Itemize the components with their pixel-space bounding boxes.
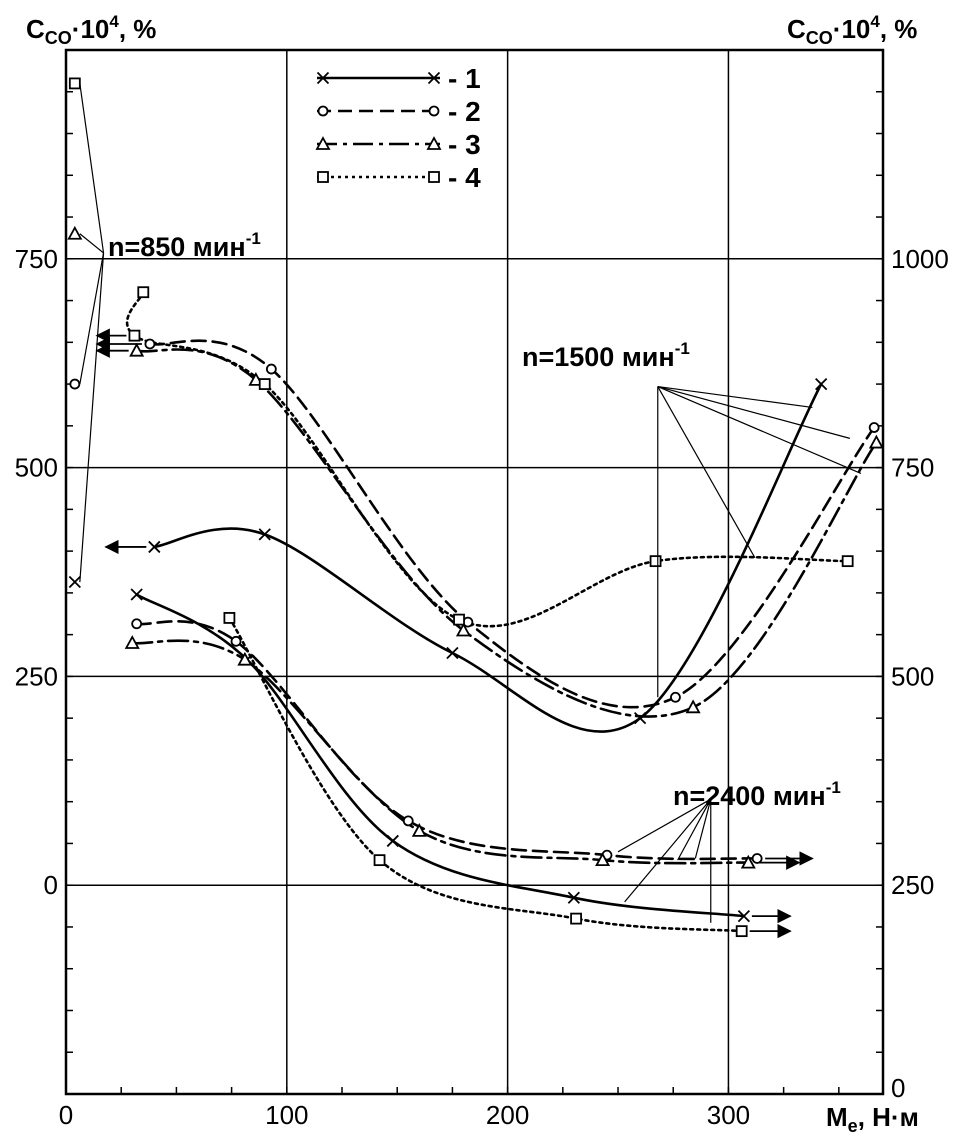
legend-label-2: - 2 [448, 96, 481, 127]
marker-n2400-series-1 [130, 588, 143, 601]
y-left-tick-label: 750 [15, 244, 58, 274]
curve-n1500-series-1 [153, 382, 823, 733]
x-tick-label: 200 [486, 1100, 529, 1130]
marker-n850-series-3 [67, 225, 83, 240]
legend-marker-start-1 [316, 71, 330, 85]
leader-n850 [79, 252, 105, 583]
marker-n2400-series-3 [411, 823, 427, 837]
curve-n2400-series-2 [135, 620, 759, 861]
leader-n1500 [657, 386, 756, 559]
curve-n1500-series-4 [125, 290, 849, 628]
legend-marker-end-4 [428, 171, 440, 183]
marker-n1500-series-1 [446, 646, 459, 660]
y-right-tick-label: 500 [891, 661, 934, 691]
marker-n2400-series-2 [751, 853, 763, 864]
legend-label-3: - 3 [448, 129, 481, 160]
marker-n2400-series-2 [131, 618, 143, 630]
y-left-tick-label: 500 [15, 453, 58, 483]
y-right-tick-label: 750 [891, 453, 934, 483]
leader-n1500 [657, 386, 851, 439]
marker-n2400-series-4 [223, 612, 236, 624]
marker-n2400-series-1 [567, 891, 581, 904]
x-tick-label: 100 [265, 1100, 308, 1130]
legend-marker-start-4 [317, 171, 329, 183]
axis-ticks [66, 91, 883, 1094]
legend-marker-end-2 [428, 105, 440, 117]
y-left-tick-label: 0 [44, 870, 58, 900]
curve-n2400-series-4 [228, 616, 743, 933]
legend-marker-end-3 [426, 136, 442, 150]
marker-n2400-series-1 [737, 909, 751, 923]
legend-marker-end-1 [427, 71, 441, 85]
leader-n2400 [617, 798, 712, 853]
marker-n1500-series-3 [455, 622, 471, 637]
marker-n1500-series-2 [670, 691, 681, 703]
annotation-n2400: n=2400 мин-1 [673, 778, 841, 811]
annotation-n1500: n=1500 мин-1 [522, 339, 690, 372]
marker-n2400-series-2 [230, 635, 242, 647]
marker-n2400-series-3 [124, 635, 140, 649]
leader-n850 [79, 233, 104, 254]
marker-n1500-series-4 [137, 286, 150, 299]
marker-n1500-series-1 [148, 540, 161, 554]
leader-n850 [79, 252, 105, 385]
curve-n1500-series-2 [148, 339, 876, 709]
marker-n850-series-4 [68, 77, 81, 90]
marker-n1500-series-4 [258, 378, 271, 390]
marker-n1500-series-4 [841, 555, 854, 568]
marker-n2400-series-4 [735, 925, 748, 938]
marker-n1500-series-4 [128, 329, 141, 342]
annotation-n850: n=850 мин-1 [108, 229, 261, 262]
marker-n2400-series-4 [373, 854, 386, 867]
marker-n850-series-1 [68, 575, 81, 589]
marker-n2400-series-3 [740, 854, 756, 869]
legend-marker-start-3 [315, 136, 331, 150]
marker-n1500-series-1 [815, 377, 828, 391]
marker-n2400-series-1 [386, 834, 399, 848]
marker-n1500-series-3 [685, 699, 701, 714]
marker-n2400-series-3 [237, 651, 253, 666]
y-left-tick-label: 250 [15, 661, 58, 691]
legend-marker-start-2 [317, 105, 329, 117]
marker-n2400-series-3 [595, 852, 611, 867]
annotation-leaders [79, 83, 862, 923]
marker-n850-series-2 [69, 378, 81, 390]
x-tick-label: 0 [59, 1100, 73, 1130]
leader-n2400 [624, 798, 712, 903]
leader-n2400 [677, 798, 712, 861]
x-tick-label: 300 [707, 1100, 750, 1130]
marker-n1500-series-3 [868, 434, 884, 449]
axis-tick-labels: 0 100 200 300 0 250 500 750 0 250 500 750 1000 [15, 244, 949, 1130]
leader-n1500 [657, 386, 862, 474]
marker-n2400-series-4 [570, 912, 582, 925]
y-right-tick-label: 1000 [891, 244, 949, 274]
marker-n1500-series-2 [144, 338, 156, 350]
marker-n1500-series-1 [258, 528, 271, 541]
y-right-tick-label: 250 [891, 870, 934, 900]
leader-n2400 [694, 799, 712, 859]
curves [95, 290, 878, 939]
leader-n850 [79, 83, 105, 254]
marker-n1500-series-1 [633, 712, 647, 725]
point-markers [67, 77, 884, 938]
x-axis-label: Me, Н·м [826, 1102, 919, 1136]
marker-n1500-series-2 [265, 363, 277, 375]
y-right-tick-label: 0 [891, 1073, 905, 1103]
marker-n1500-series-2 [868, 422, 880, 433]
plot-frame [64, 48, 885, 1096]
legend-label-4: - 4 [448, 162, 481, 193]
y-left-axis-label: CCO·104, % [26, 12, 156, 48]
y-right-axis-label: CCO·104, % [787, 12, 917, 48]
legend: - 1- 2- 3- 4 [315, 63, 481, 193]
legend-label-1: - 1 [448, 63, 481, 94]
marker-n1500-series-3 [129, 342, 145, 357]
marker-n1500-series-4 [649, 555, 662, 568]
curve-n1500-series-3 [135, 348, 878, 718]
leader-n1500 [657, 385, 813, 409]
marker-n1500-series-4 [453, 613, 465, 626]
marker-n2400-series-2 [402, 815, 414, 827]
grid [66, 50, 883, 1094]
